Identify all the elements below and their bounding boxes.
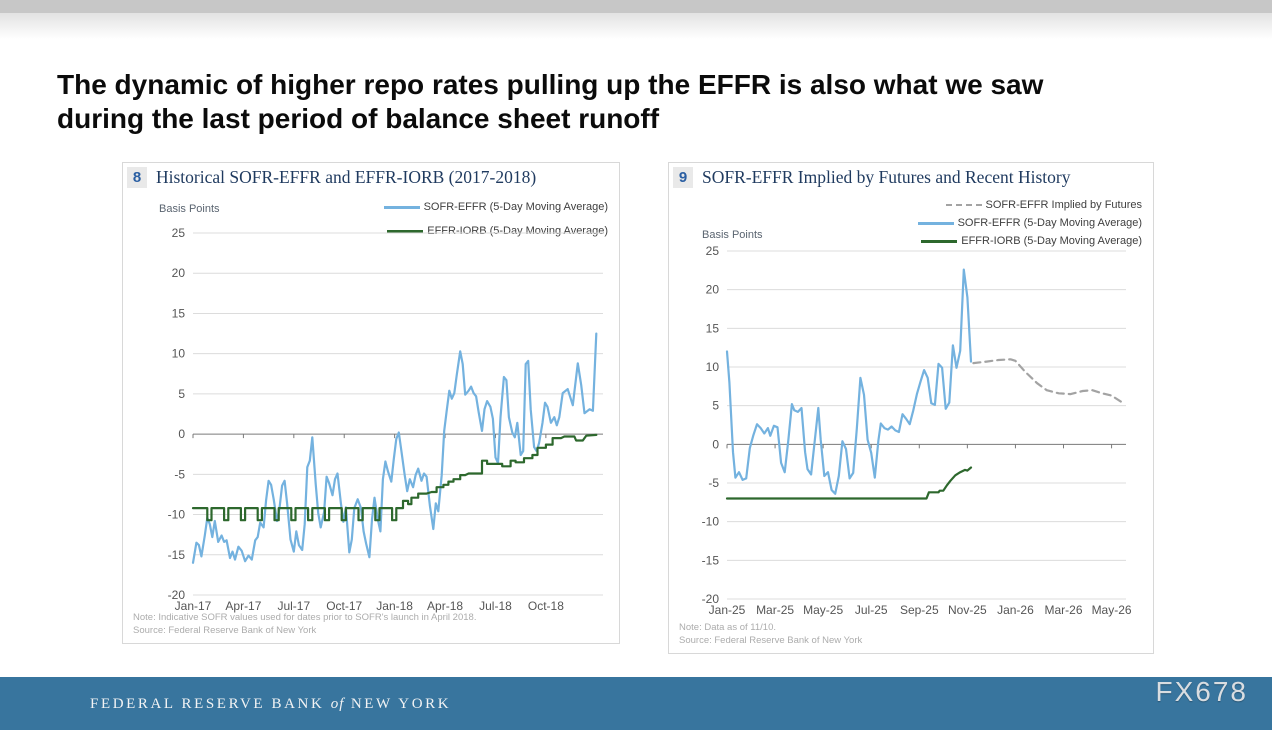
legend-item: EFFR-IORB (5-Day Moving Average) bbox=[921, 232, 1142, 250]
y-axis-label: Basis Points bbox=[702, 229, 763, 241]
svg-text:-5: -5 bbox=[708, 476, 719, 490]
legend-item: SOFR-EFFR (5-Day Moving Average) bbox=[917, 214, 1142, 232]
svg-text:-10: -10 bbox=[168, 508, 186, 522]
svg-text:Mar-26: Mar-26 bbox=[1044, 603, 1082, 617]
chart-header: 9 SOFR-EFFR Implied by Futures and Recen… bbox=[673, 167, 1070, 188]
window-top-strip-fade bbox=[0, 13, 1272, 39]
data-series-line bbox=[972, 358, 1123, 403]
footer-brand-of: of bbox=[330, 696, 345, 712]
svg-text:Oct-17: Oct-17 bbox=[326, 599, 362, 613]
svg-text:May-26: May-26 bbox=[1092, 603, 1132, 617]
svg-text:0: 0 bbox=[178, 427, 185, 441]
svg-text:15: 15 bbox=[172, 306, 186, 320]
chart-number-badge: 9 bbox=[673, 167, 693, 188]
svg-text:15: 15 bbox=[706, 321, 720, 335]
legend-item: SOFR-EFFR Implied by Futures bbox=[945, 196, 1142, 214]
svg-text:-20: -20 bbox=[702, 592, 720, 606]
chart-header: 8 Historical SOFR-EFFR and EFFR-IORB (20… bbox=[127, 167, 536, 188]
legend-item: SOFR-EFFR (5-Day Moving Average) bbox=[383, 195, 608, 219]
data-series-line bbox=[191, 433, 598, 522]
svg-text:-5: -5 bbox=[174, 467, 185, 481]
svg-text:May-25: May-25 bbox=[803, 603, 843, 617]
chart-note: Note: Indicative SOFR values used for da… bbox=[133, 612, 477, 624]
legend-label: EFFR-IORB (5-Day Moving Average) bbox=[961, 235, 1142, 247]
svg-text:-15: -15 bbox=[702, 553, 720, 567]
legend-line-icon bbox=[917, 221, 954, 225]
data-series-line bbox=[191, 332, 598, 564]
watermark-fx678: FX678 bbox=[1155, 676, 1248, 707]
svg-text:10: 10 bbox=[172, 347, 186, 361]
svg-text:Mar-25: Mar-25 bbox=[756, 603, 794, 617]
svg-text:0: 0 bbox=[712, 437, 719, 451]
headline-line-1: The dynamic of higher repo rates pulling… bbox=[57, 69, 1044, 100]
chart-title: Historical SOFR-EFFR and EFFR-IORB (2017… bbox=[156, 167, 537, 187]
headline-line-2: during the last period of balance sheet … bbox=[57, 103, 660, 135]
svg-text:-20: -20 bbox=[168, 588, 186, 602]
svg-text:-10: -10 bbox=[702, 515, 720, 529]
y-axis-label: Basis Points bbox=[159, 203, 220, 215]
svg-text:Jul-18: Jul-18 bbox=[479, 599, 512, 613]
chart-note: Note: Data as of 11/10. bbox=[679, 622, 776, 634]
legend-dashed-line-icon bbox=[945, 204, 982, 206]
svg-text:Nov-25: Nov-25 bbox=[948, 603, 987, 617]
legend-label: EFFR-IORB (5-Day Moving Average) bbox=[427, 225, 608, 237]
legend-label: SOFR-EFFR (5-Day Moving Average) bbox=[957, 217, 1142, 229]
footer-bar: FEDERAL RESERVE BANK of NEW YORK FX678 bbox=[0, 676, 1272, 730]
svg-text:Oct-18: Oct-18 bbox=[528, 599, 564, 613]
svg-text:Jan-25: Jan-25 bbox=[709, 603, 746, 617]
svg-text:25: 25 bbox=[706, 244, 720, 258]
footer-brand-post: NEW YORK bbox=[350, 696, 452, 712]
chart-source: Source: Federal Reserve Bank of New York bbox=[679, 635, 863, 647]
svg-text:20: 20 bbox=[172, 266, 186, 280]
chart-notes: Note: Indicative SOFR values used for da… bbox=[133, 612, 476, 638]
data-series-line bbox=[725, 268, 973, 495]
svg-text:25: 25 bbox=[172, 226, 186, 240]
chart-legend: SOFR-EFFR Implied by Futures SOFR-EFFR (5… bbox=[917, 196, 1142, 250]
legend-line-icon bbox=[387, 229, 424, 233]
svg-text:Sep-25: Sep-25 bbox=[900, 603, 939, 617]
svg-text:Apr-17: Apr-17 bbox=[225, 599, 261, 613]
svg-text:10: 10 bbox=[706, 360, 720, 374]
legend-line-icon bbox=[383, 205, 420, 209]
svg-text:Jul-17: Jul-17 bbox=[277, 599, 310, 613]
chart-legend: SOFR-EFFR (5-Day Moving Average) EFFR-IOR… bbox=[383, 195, 608, 243]
legend-line-icon bbox=[921, 239, 958, 243]
svg-text:Apr-18: Apr-18 bbox=[427, 599, 463, 613]
svg-text:Jan-18: Jan-18 bbox=[376, 599, 413, 613]
legend-item: EFFR-IORB (5-Day Moving Average) bbox=[387, 219, 608, 243]
svg-text:Jul-25: Jul-25 bbox=[855, 603, 888, 617]
footer-brand-pre: FEDERAL RESERVE BANK bbox=[90, 696, 325, 712]
chart-notes: Note: Data as of 11/10. Source: Federal … bbox=[679, 622, 862, 648]
window-top-strip bbox=[0, 0, 1272, 13]
svg-text:Jan-26: Jan-26 bbox=[997, 603, 1034, 617]
svg-text:5: 5 bbox=[712, 399, 719, 413]
chart-number-badge: 8 bbox=[127, 167, 147, 188]
legend-label: SOFR-EFFR Implied by Futures bbox=[985, 199, 1142, 211]
chart-title: SOFR-EFFR Implied by Futures and Recent … bbox=[702, 167, 1071, 187]
footer-brand: FEDERAL RESERVE BANK of NEW YORK bbox=[90, 696, 451, 713]
data-series-line bbox=[725, 466, 973, 500]
chart-source: Source: Federal Reserve Bank of New York bbox=[133, 625, 317, 637]
chart-panel-historical: 8 Historical SOFR-EFFR and EFFR-IORB (20… bbox=[122, 162, 620, 644]
svg-text:Jan-17: Jan-17 bbox=[175, 599, 212, 613]
legend-label: SOFR-EFFR (5-Day Moving Average) bbox=[423, 201, 608, 213]
svg-text:5: 5 bbox=[178, 387, 185, 401]
svg-text:-15: -15 bbox=[168, 548, 186, 562]
svg-text:20: 20 bbox=[706, 283, 720, 297]
slide-headline: The dynamic of higher repo rates pulling… bbox=[57, 68, 1197, 136]
chart-panel-futures: 9 SOFR-EFFR Implied by Futures and Recen… bbox=[668, 162, 1154, 654]
